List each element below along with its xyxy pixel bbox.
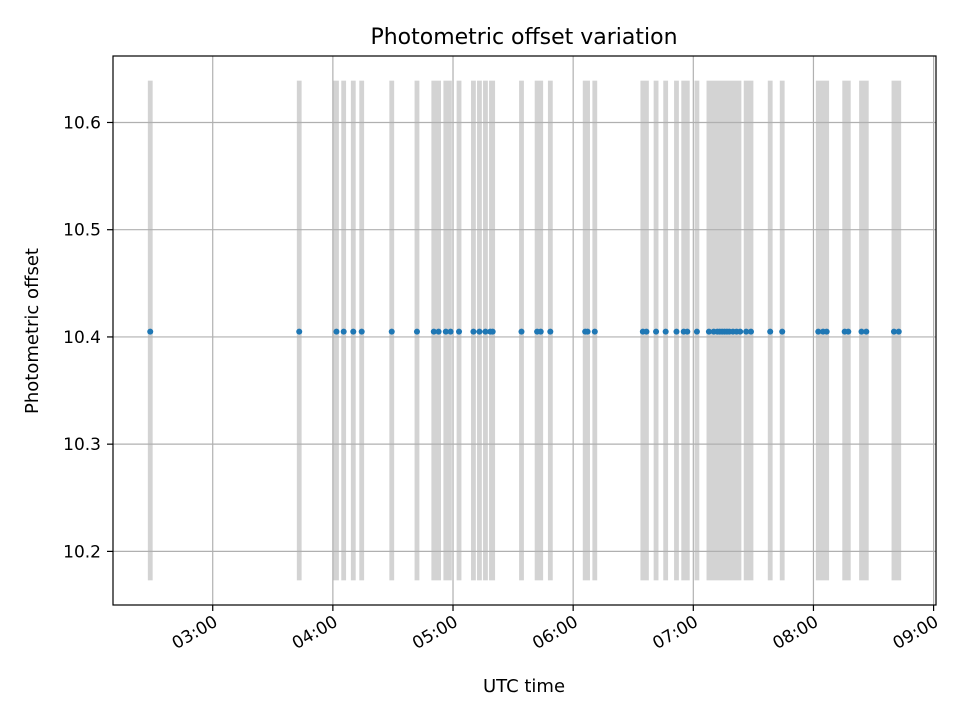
data-point — [547, 328, 554, 335]
data-point — [340, 328, 347, 335]
data-point — [737, 328, 744, 335]
chart-title: Photometric offset variation — [370, 25, 677, 50]
data-point — [823, 328, 830, 335]
data-points — [147, 328, 902, 335]
x-tick-label: 09:00 — [890, 612, 942, 654]
data-point — [435, 328, 442, 335]
data-point — [591, 328, 598, 335]
data-point — [442, 328, 449, 335]
data-point — [489, 328, 496, 335]
data-point — [388, 328, 395, 335]
y-tick-label: 10.4 — [63, 328, 101, 348]
data-point — [858, 328, 865, 335]
data-point — [845, 328, 852, 335]
x-tick-label: 08:00 — [770, 612, 822, 654]
x-tick-label: 05:00 — [409, 612, 461, 654]
y-tick-label: 10.2 — [63, 542, 101, 562]
data-point — [653, 328, 660, 335]
data-point — [470, 328, 477, 335]
data-point — [430, 328, 437, 335]
data-point — [673, 328, 680, 335]
data-point — [693, 328, 700, 335]
x-tick-label: 04:00 — [289, 612, 341, 654]
data-point — [895, 328, 902, 335]
data-point — [743, 328, 750, 335]
data-point — [684, 328, 691, 335]
grid-lines — [113, 56, 936, 605]
data-point — [333, 328, 340, 335]
plot-frame — [112, 55, 937, 606]
data-point — [350, 328, 357, 335]
y-tick-label: 10.5 — [63, 221, 101, 241]
x-tick-label: 06:00 — [529, 612, 581, 654]
data-point — [476, 328, 483, 335]
data-point — [815, 328, 822, 335]
data-point — [662, 328, 669, 335]
data-point — [447, 328, 454, 335]
data-point — [779, 328, 786, 335]
data-point — [296, 328, 303, 335]
data-point — [413, 328, 420, 335]
data-point — [456, 328, 463, 335]
x-tick-label: 07:00 — [649, 612, 701, 654]
y-tick-label: 10.3 — [63, 435, 101, 455]
interval-spans — [147, 80, 902, 581]
y-tick-label: 10.6 — [63, 113, 101, 133]
data-point — [705, 328, 712, 335]
data-point — [482, 328, 489, 335]
data-point — [537, 328, 544, 335]
x-tick-label: 03:00 — [169, 612, 221, 654]
data-point — [518, 328, 525, 335]
data-point — [747, 328, 754, 335]
data-point — [863, 328, 870, 335]
data-point — [643, 328, 650, 335]
data-point — [767, 328, 774, 335]
x-axis-label: UTC time — [483, 676, 565, 697]
y-axis-label: Photometric offset — [22, 248, 43, 414]
data-point — [147, 328, 154, 335]
data-point — [584, 328, 591, 335]
data-point — [358, 328, 365, 335]
data-point — [890, 328, 897, 335]
axis-ticks: 03:00 04:00 05:00 06:00 07:00 08:00 09:00 10.2 1… — [63, 113, 942, 653]
